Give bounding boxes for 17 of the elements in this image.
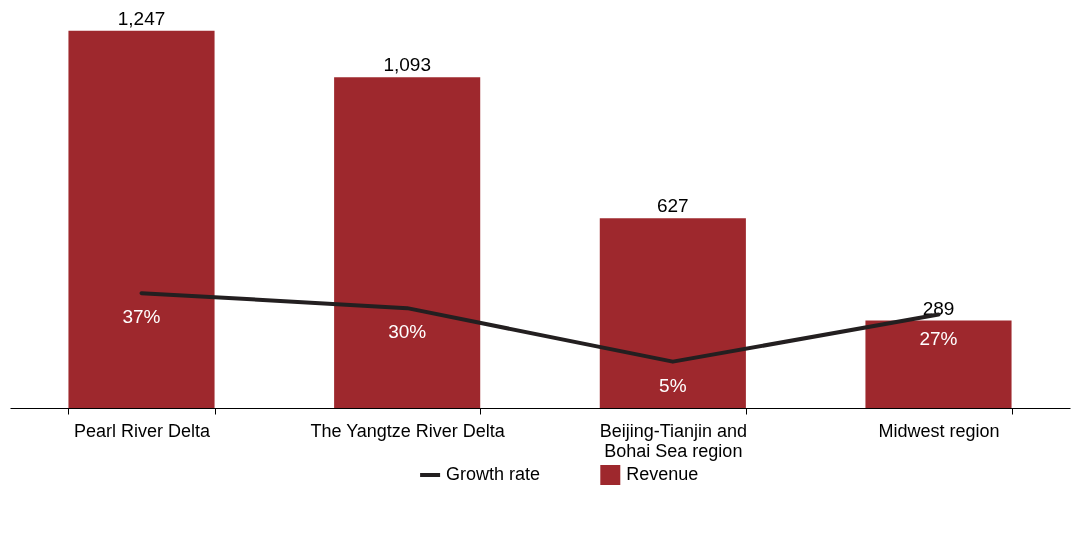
bar [865,320,1012,408]
bar [68,30,215,408]
x-tick-label: Beijing-Tianjin and Bohai Sea region [599,420,748,461]
bar [334,77,481,408]
x-tick-label: Pearl River Delta [73,420,212,441]
data-label: 1,093 [383,54,431,76]
data-label: 1,247 [117,7,166,29]
data-label: 30% [388,321,427,343]
data-label: 5% [659,374,687,396]
legend-label: Revenue [626,464,699,484]
data-label: 37% [122,306,161,328]
bar [599,218,746,408]
legend-label: Growth rate [446,464,541,484]
data-label: 627 [656,195,689,217]
x-tick-label: The Yangtze River Delta [310,420,506,441]
data-label: 27% [919,327,958,349]
x-tick-label: Midwest region [878,420,1000,441]
